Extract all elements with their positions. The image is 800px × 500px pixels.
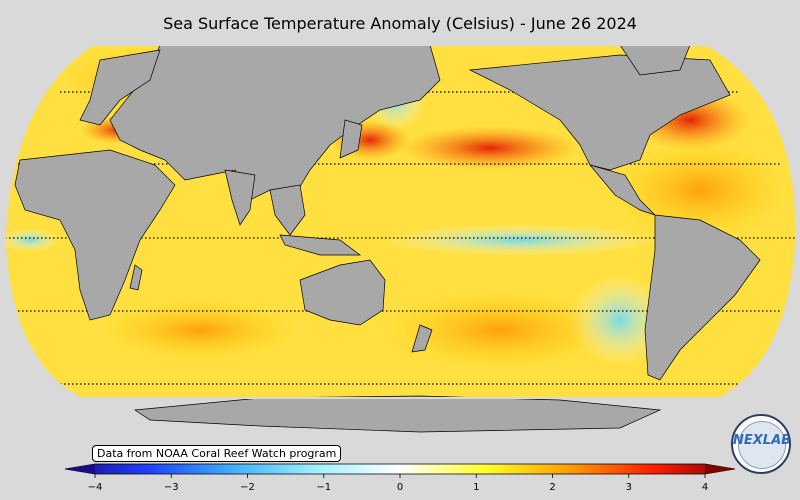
south-pacific-warm-anomaly — [380, 290, 620, 370]
africa-landmass — [14, 149, 176, 321]
southeast-pacific-cool-anomaly — [570, 275, 670, 365]
madagascar-landmass — [129, 264, 143, 291]
logo-label: NEXLAB — [733, 433, 791, 448]
logo-globe-emblem — [738, 421, 786, 469]
colorbar-tick-label: −2 — [240, 482, 255, 493]
colorbar-tick-label: 4 — [701, 482, 709, 493]
north-pacific-warm-anomaly — [400, 126, 580, 170]
colorbar-max-extension — [705, 464, 735, 474]
colorbar-tick-label: 2 — [549, 482, 556, 493]
map-title: Sea Surface Temperature Anomaly (Celsius… — [163, 14, 637, 33]
colorbar — [64, 463, 736, 478]
japan-landmass — [339, 119, 363, 159]
australia-landmass — [299, 259, 386, 326]
landmasses — [14, 44, 761, 433]
data-credit-box: Data from NOAA Coral Reef Watch program — [92, 445, 342, 462]
atlantic-cool-anomaly — [5, 228, 60, 252]
equatorial-pacific-cool-anomaly — [380, 224, 660, 256]
colorbar-tick-label: −3 — [163, 482, 179, 493]
india-peninsula — [224, 169, 256, 226]
colorbar-gradient — [64, 463, 736, 475]
north-america-landmass — [468, 54, 731, 171]
europe-landmass — [79, 49, 161, 126]
south-america-landmass — [644, 214, 761, 381]
antarctica-landmass — [133, 395, 662, 433]
colorbar-tick-label: −1 — [316, 482, 332, 493]
colorbar-tick-label: 1 — [473, 482, 480, 493]
colorbar-tick-label: 0 — [396, 482, 404, 493]
colorbar-tick-label: 3 — [625, 482, 632, 493]
new-zealand-landmass — [411, 324, 433, 353]
nexlab-logo: NEXLAB — [731, 414, 791, 474]
indian-ocean-warm-anomaly — [100, 300, 300, 360]
colorbar-tick-label: −4 — [87, 482, 103, 493]
colorbar-min-extension — [65, 464, 95, 474]
southeast-asia-landmass — [269, 184, 306, 236]
colorbar-tick-marks — [94, 474, 706, 478]
indonesia-landmass — [279, 234, 362, 256]
globe-outline — [3, 44, 798, 399]
